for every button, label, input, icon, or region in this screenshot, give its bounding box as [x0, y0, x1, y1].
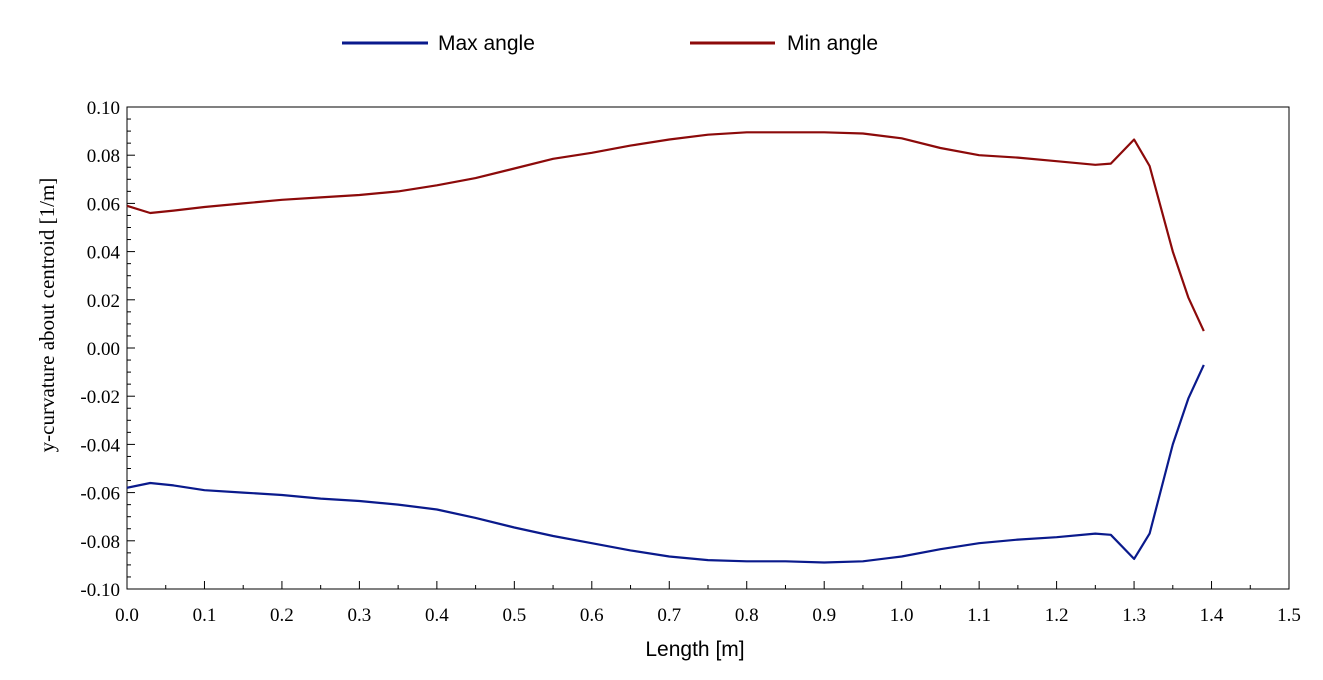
x-tick-label: 0.2 [270, 605, 294, 626]
x-tick-label: 0.0 [115, 605, 139, 626]
y-tick-label: 0.04 [87, 243, 121, 264]
x-tick-label: 1.0 [890, 605, 914, 626]
series-line-min-angle [126, 131, 1205, 332]
x-tick-label: 0.7 [657, 605, 681, 626]
plot-area [126, 106, 1290, 590]
series-layer [126, 131, 1205, 564]
x-tick-label: 0.3 [348, 605, 372, 626]
series-line-max-angle [126, 364, 1205, 564]
x-tick-label: 0.9 [812, 605, 836, 626]
y-tick-label: 0.08 [87, 146, 120, 167]
x-tick-label: 0.5 [502, 605, 526, 626]
legend: Max angle Min angle [342, 32, 878, 55]
y-tick-label: -0.04 [80, 435, 120, 456]
x-tick-label: 1.5 [1277, 605, 1301, 626]
x-tick-label: 0.4 [425, 605, 449, 626]
y-tick-label: 0.06 [87, 194, 120, 215]
legend-label-max-angle: Max angle [438, 32, 535, 55]
x-tick-label: 1.3 [1122, 605, 1146, 626]
y-tick-label: -0.02 [80, 387, 120, 408]
x-tick-label: 1.2 [1045, 605, 1069, 626]
x-axis-label: Length [m] [645, 638, 744, 661]
x-axis: 0.0 0.1 0.2 0.3 0.4 0.5 0.6 0.7 0.8 0.9 1.0 1.1 1.2 1… [115, 581, 1301, 626]
x-tick-label: 0.1 [193, 605, 217, 626]
legend-label-min-angle: Min angle [787, 32, 878, 55]
x-tick-label: 1.1 [967, 605, 991, 626]
x-tick-label: 0.6 [580, 605, 604, 626]
y-tick-label: -0.08 [80, 532, 120, 553]
y-tick-label: -0.06 [80, 484, 120, 505]
y-axis: 0.10 0.08 0.06 0.04 0.02 0.00 -0.02 -0.04 -0.06 -… [80, 98, 135, 601]
y-tick-label: -0.10 [80, 580, 120, 601]
y-tick-label: 0.00 [87, 339, 120, 360]
y-tick-label: 0.02 [87, 291, 120, 312]
y-tick-label: 0.10 [87, 98, 120, 119]
x-tick-label: 0.8 [735, 605, 759, 626]
x-tick-label: 1.4 [1200, 605, 1224, 626]
y-axis-label: y-curvature about centroid [1/m] [35, 178, 59, 453]
